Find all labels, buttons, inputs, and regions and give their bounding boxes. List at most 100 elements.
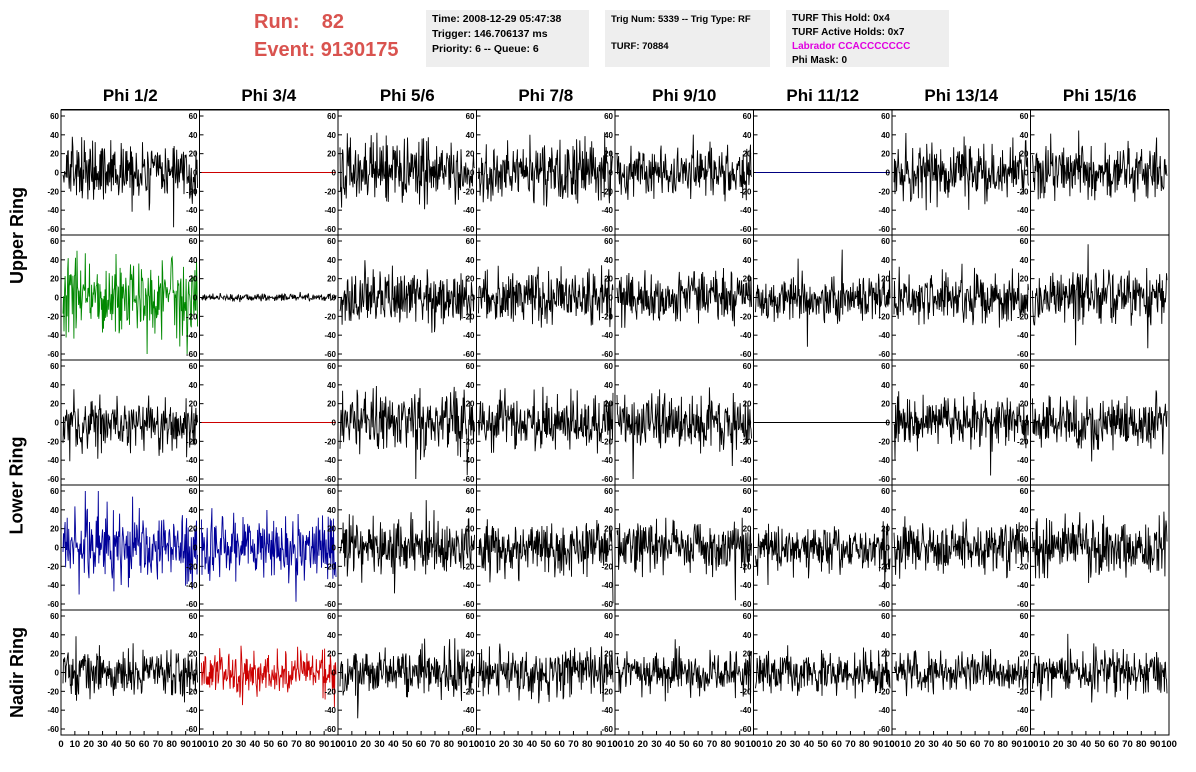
- y-tick-label: -60: [186, 225, 198, 234]
- panel-r2-c7: 60 40 20 0 -20 -40 -60: [878, 234, 1031, 361]
- y-tick-label: -40: [601, 456, 613, 465]
- waveform-trace: [893, 132, 1029, 211]
- y-tick-label: 60: [881, 362, 890, 371]
- y-tick-label: -40: [878, 581, 890, 590]
- y-tick-label: -60: [47, 600, 59, 609]
- y-tick-label: 20: [881, 150, 890, 159]
- x-tick-label: 40: [665, 739, 676, 750]
- column-header-3: Phi 5/6: [379, 86, 435, 105]
- waveform-trace: [616, 387, 752, 480]
- panel-r1-c4: 60 40 20 0 -20 -40 -60: [463, 109, 616, 236]
- x-tick-label: 70: [153, 739, 164, 750]
- y-tick-label: 60: [604, 362, 613, 371]
- y-tick-label: 40: [50, 381, 59, 390]
- y-tick-label: -60: [47, 475, 59, 484]
- y-tick-label: 60: [466, 112, 475, 121]
- panel-r3-c6: 60 40 20 0 -20 -40 -60: [740, 359, 893, 486]
- panel-r5-c5: 60 40 20 0 -20 -40 -60: [601, 609, 754, 736]
- x-tick-label: 20: [914, 739, 925, 750]
- y-tick-label: 60: [743, 112, 752, 121]
- y-tick-label: 40: [881, 631, 890, 640]
- y-tick-label: -60: [324, 725, 336, 734]
- y-tick-label: 60: [50, 362, 59, 371]
- y-tick-label: -20: [740, 312, 752, 321]
- trigger-text: Trigger: 146.706137 ms: [432, 28, 548, 40]
- y-tick-label: -40: [463, 331, 475, 340]
- panel-r5-c2: 60 40 20 0 -20 -40 -60: [186, 609, 339, 736]
- turf-this-hold-text: TURF This Hold: 0x4: [792, 13, 890, 24]
- x-tick-label: 30: [790, 739, 801, 750]
- y-tick-label: 60: [743, 237, 752, 246]
- y-tick-label: 20: [189, 525, 198, 534]
- y-tick-label: 60: [50, 487, 59, 496]
- y-tick-label: 40: [189, 506, 198, 515]
- y-tick-label: 40: [604, 381, 613, 390]
- column-header-4: Phi 7/8: [518, 86, 574, 105]
- y-tick-label: -60: [601, 725, 613, 734]
- y-tick-label: 60: [604, 487, 613, 496]
- panel-r2-c1: 60 40 20 0 -20 -40 -60: [47, 234, 200, 361]
- y-tick-label: 0: [609, 544, 614, 553]
- y-tick-label: 40: [1020, 631, 1029, 640]
- panel-r1-c7: 60 40 20 0 -20 -40 -60: [878, 109, 1031, 236]
- x-tick-label: 90: [319, 739, 330, 750]
- x-tick-label: 20: [637, 739, 648, 750]
- panel-r5-c8: 60 40 20 0 -20 -40 -60: [1017, 609, 1170, 736]
- y-tick-label: -40: [1017, 706, 1029, 715]
- panel-r4-c6: 60 40 20 0 -20 -40 -60: [740, 484, 893, 611]
- y-tick-label: -20: [324, 187, 336, 196]
- y-tick-label: 20: [50, 400, 59, 409]
- panel-r1-c1: 60 40 20 0 -20 -40 -60: [47, 109, 200, 236]
- y-tick-label: 60: [189, 237, 198, 246]
- x-tick-label: 10: [347, 739, 358, 750]
- y-tick-label: 20: [1020, 650, 1029, 659]
- x-tick-label: 50: [402, 739, 413, 750]
- y-tick-label: 20: [327, 525, 336, 534]
- y-tick-label: -60: [601, 350, 613, 359]
- x-tick-label: 60: [554, 739, 565, 750]
- timing-info-box: Time: 2008-12-29 05:47:38 Trigger: 146.7…: [426, 10, 589, 67]
- x-tick-label: 10: [762, 739, 773, 750]
- y-tick-label: 0: [747, 669, 752, 678]
- waveform-trace: [894, 648, 1029, 697]
- x-tick-label: 20: [1053, 739, 1064, 750]
- y-tick-label: -20: [47, 187, 59, 196]
- y-tick-label: 0: [193, 169, 198, 178]
- y-tick-label: -20: [47, 437, 59, 446]
- y-tick-label: 40: [466, 506, 475, 515]
- y-tick-label: -40: [463, 581, 475, 590]
- y-tick-label: -40: [324, 581, 336, 590]
- y-tick-label: -40: [1017, 456, 1029, 465]
- y-tick-label: -60: [740, 225, 752, 234]
- y-tick-label: -60: [878, 475, 890, 484]
- panel-r5-c7: 60 40 20 0 -20 -40 -60: [878, 609, 1031, 736]
- x-tick-label: 50: [125, 739, 136, 750]
- x-tick-label: 60: [693, 739, 704, 750]
- column-header-2: Phi 3/4: [241, 86, 297, 105]
- waveform-trace: [62, 389, 198, 462]
- waveform-trace: [62, 490, 198, 595]
- y-tick-label: 60: [466, 237, 475, 246]
- y-tick-label: 20: [466, 400, 475, 409]
- y-tick-label: 0: [55, 419, 60, 428]
- waveform-trace: [893, 516, 1029, 579]
- y-tick-label: -20: [740, 187, 752, 196]
- x-tick-label: 100: [192, 739, 208, 750]
- panel-r4-c4: 60 40 20 0 -20 -40 -60: [463, 484, 616, 611]
- y-tick-label: -40: [324, 456, 336, 465]
- y-tick-label: -20: [324, 687, 336, 696]
- x-tick-label: 100: [469, 739, 485, 750]
- x-tick-label: 50: [263, 739, 274, 750]
- y-tick-label: -60: [601, 475, 613, 484]
- y-tick-label: 20: [189, 650, 198, 659]
- y-tick-label: 20: [743, 275, 752, 284]
- y-tick-label: -60: [324, 600, 336, 609]
- y-tick-label: 0: [193, 294, 198, 303]
- trigger-info-box: Trig Num: 5339 -- Trig Type: RF TURF: 70…: [605, 10, 770, 67]
- y-tick-label: -60: [324, 475, 336, 484]
- y-tick-label: -60: [1017, 475, 1029, 484]
- y-tick-label: 60: [189, 612, 198, 621]
- x-tick-label: 10: [1039, 739, 1050, 750]
- y-tick-label: -20: [463, 187, 475, 196]
- y-tick-label: 20: [189, 275, 198, 284]
